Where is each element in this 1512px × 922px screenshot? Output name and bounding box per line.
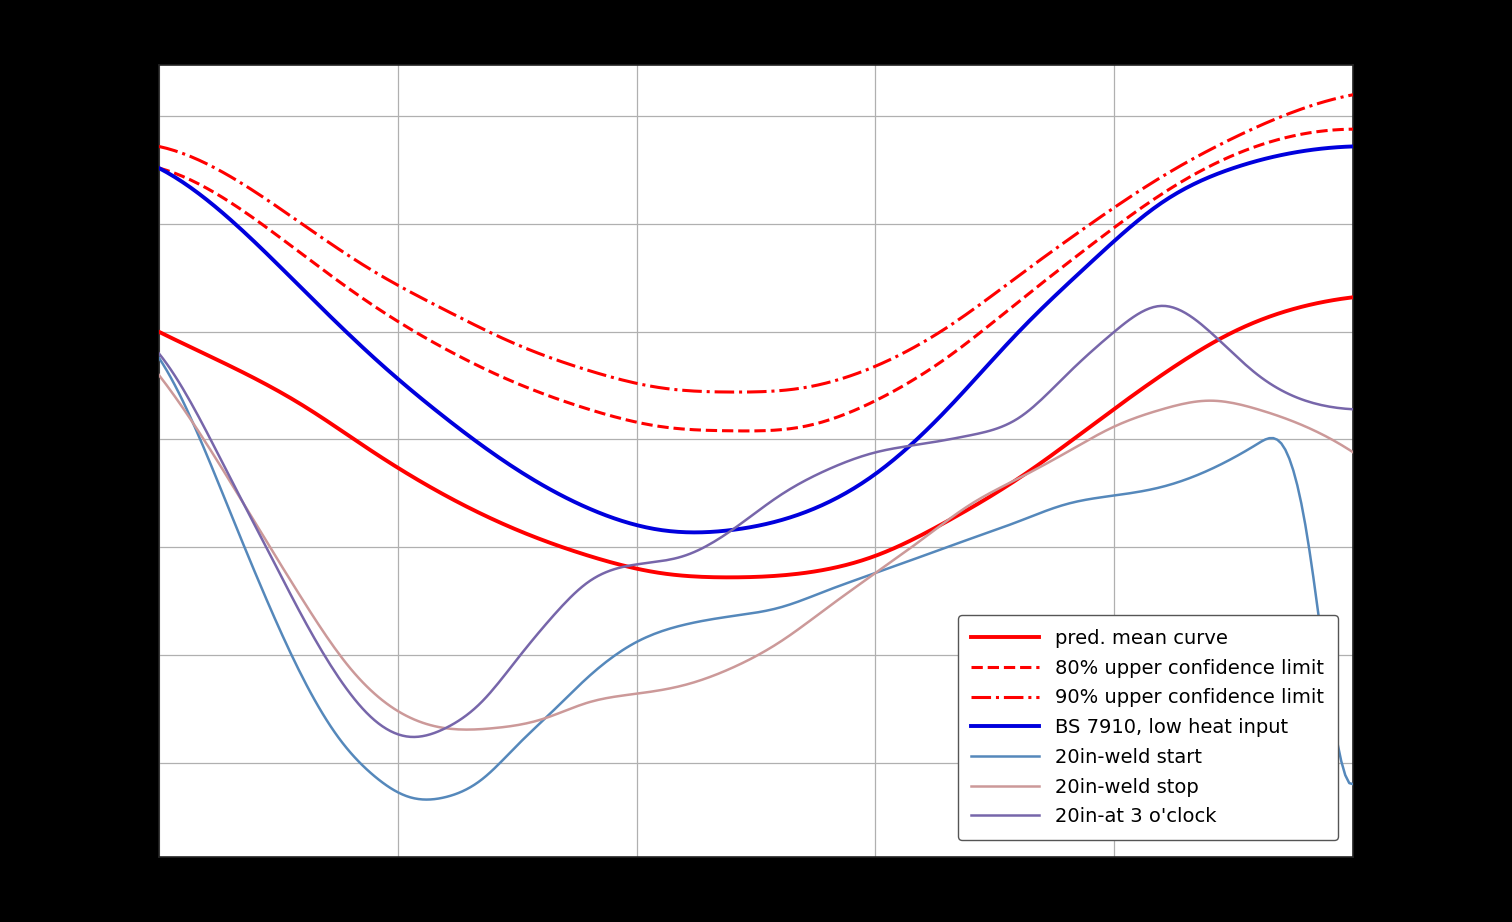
BS 7910, low heat input bbox=[154, 164, 172, 175]
Line: BS 7910, low heat input: BS 7910, low heat input bbox=[159, 147, 1353, 532]
Line: 20in-at 3 o'clock: 20in-at 3 o'clock bbox=[159, 306, 1353, 737]
BS 7910, low heat input bbox=[150, 162, 168, 173]
80% upper confidence limit bbox=[150, 162, 168, 173]
BS 7910, low heat input bbox=[1344, 141, 1362, 152]
20in-weld stop bbox=[457, 724, 475, 735]
20in-weld stop bbox=[154, 374, 172, 385]
Legend: pred. mean curve, 80% upper confidence limit, 90% upper confidence limit, BS 791: pred. mean curve, 80% upper confidence l… bbox=[957, 615, 1338, 840]
20in-at 3 o'clock bbox=[1152, 301, 1170, 312]
20in-weld stop bbox=[865, 569, 883, 580]
20in-weld start bbox=[1344, 779, 1362, 790]
20in-weld stop bbox=[1160, 402, 1178, 413]
20in-weld start bbox=[154, 359, 172, 370]
80% upper confidence limit bbox=[154, 163, 172, 174]
20in-weld start bbox=[885, 561, 903, 572]
20in-at 3 o'clock bbox=[1240, 362, 1258, 373]
20in-weld stop bbox=[1237, 400, 1255, 411]
Line: 20in-weld start: 20in-weld start bbox=[159, 358, 1353, 799]
pred. mean curve bbox=[1237, 321, 1255, 332]
90% upper confidence limit bbox=[154, 142, 172, 153]
20in-at 3 o'clock bbox=[885, 443, 903, 454]
90% upper confidence limit bbox=[860, 363, 878, 374]
pred. mean curve bbox=[865, 550, 883, 561]
90% upper confidence limit bbox=[1160, 167, 1178, 178]
Line: 90% upper confidence limit: 90% upper confidence limit bbox=[159, 95, 1353, 392]
pred. mean curve bbox=[1344, 291, 1362, 302]
20in-weld start bbox=[417, 794, 435, 805]
BS 7910, low heat input bbox=[1237, 159, 1255, 170]
BS 7910, low heat input bbox=[1160, 192, 1178, 203]
pred. mean curve bbox=[860, 552, 878, 563]
20in-weld start bbox=[860, 570, 878, 581]
20in-at 3 o'clock bbox=[405, 731, 423, 742]
20in-at 3 o'clock bbox=[1164, 302, 1182, 313]
80% upper confidence limit bbox=[860, 398, 878, 409]
Line: 80% upper confidence limit: 80% upper confidence limit bbox=[159, 129, 1353, 431]
BS 7910, low heat input bbox=[885, 455, 903, 466]
80% upper confidence limit bbox=[865, 396, 883, 407]
pred. mean curve bbox=[1160, 364, 1178, 375]
20in-weld start bbox=[1237, 445, 1255, 456]
pred. mean curve bbox=[721, 572, 739, 583]
BS 7910, low heat input bbox=[860, 472, 878, 483]
20in-weld stop bbox=[1344, 447, 1362, 458]
90% upper confidence limit bbox=[1344, 89, 1362, 100]
Line: pred. mean curve: pred. mean curve bbox=[159, 297, 1353, 577]
80% upper confidence limit bbox=[1160, 183, 1178, 195]
20in-weld start bbox=[865, 568, 883, 579]
90% upper confidence limit bbox=[865, 361, 883, 372]
20in-at 3 o'clock bbox=[150, 348, 168, 359]
20in-weld stop bbox=[860, 572, 878, 583]
Line: 20in-weld stop: 20in-weld stop bbox=[159, 375, 1353, 729]
80% upper confidence limit bbox=[1344, 124, 1362, 135]
90% upper confidence limit bbox=[729, 386, 747, 397]
20in-weld stop bbox=[150, 370, 168, 381]
20in-at 3 o'clock bbox=[1344, 404, 1362, 415]
20in-weld start bbox=[150, 352, 168, 363]
20in-weld start bbox=[1160, 479, 1178, 491]
pred. mean curve bbox=[154, 328, 172, 339]
80% upper confidence limit bbox=[736, 425, 754, 436]
20in-weld stop bbox=[885, 554, 903, 565]
20in-at 3 o'clock bbox=[154, 353, 172, 364]
20in-at 3 o'clock bbox=[860, 448, 878, 459]
80% upper confidence limit bbox=[1237, 145, 1255, 156]
90% upper confidence limit bbox=[885, 352, 903, 363]
BS 7910, low heat input bbox=[865, 469, 883, 480]
pred. mean curve bbox=[150, 326, 168, 337]
90% upper confidence limit bbox=[1237, 126, 1255, 137]
90% upper confidence limit bbox=[150, 141, 168, 152]
BS 7910, low heat input bbox=[685, 526, 703, 538]
pred. mean curve bbox=[885, 543, 903, 554]
80% upper confidence limit bbox=[885, 385, 903, 396]
20in-at 3 o'clock bbox=[865, 447, 883, 458]
